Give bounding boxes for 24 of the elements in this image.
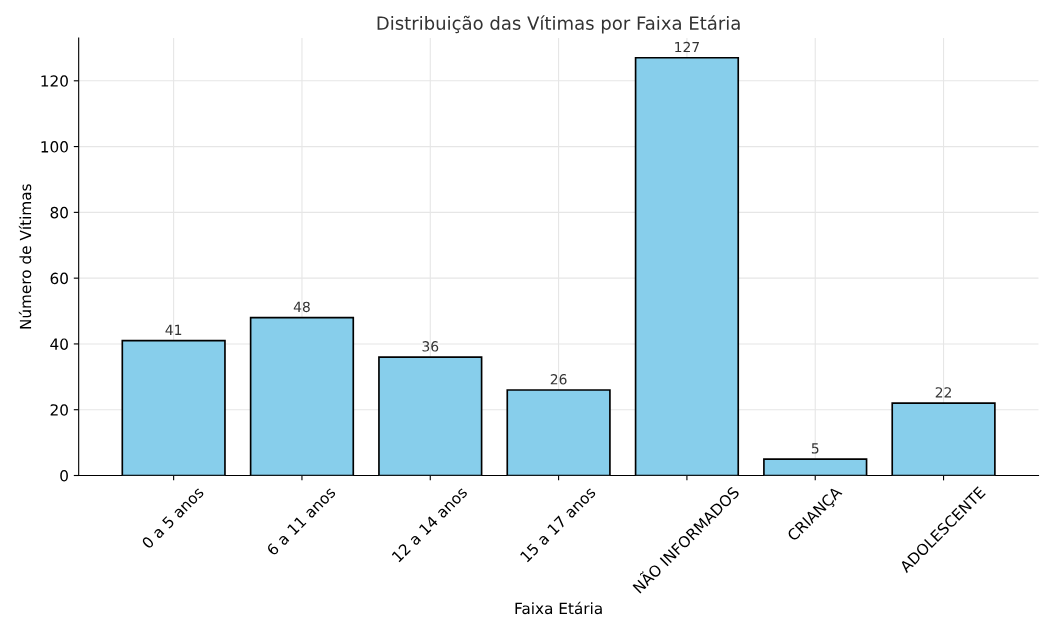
bar: [506, 389, 611, 476]
data-label: 26: [550, 374, 567, 385]
y-tick-label: 80: [50, 206, 68, 219]
bar: [378, 356, 483, 476]
bar: [763, 458, 868, 476]
data-label: 22: [935, 387, 951, 398]
y-tick-label: 120: [41, 75, 68, 87]
chart-title: Distribuição das Vítimas por Faixa Etária: [377, 15, 740, 34]
y-axis-title: Número de Vítimas: [18, 184, 32, 329]
data-label: 127: [675, 41, 699, 53]
data-label: 41: [165, 324, 182, 335]
y-tick-label: 0: [60, 469, 68, 482]
bar: [121, 339, 226, 476]
y-tick-label: 20: [50, 404, 68, 416]
y-tick-label: 60: [50, 272, 68, 285]
y-tick-label: 40: [50, 338, 68, 350]
bar: [249, 316, 355, 476]
data-label: 48: [293, 301, 310, 313]
data-label: 5: [811, 443, 819, 454]
y-tick-label: 100: [41, 141, 68, 153]
x-axis-title: Faixa Etária: [515, 601, 602, 615]
bar: [891, 402, 996, 476]
bar: [634, 56, 740, 476]
data-label: 36: [422, 341, 439, 352]
